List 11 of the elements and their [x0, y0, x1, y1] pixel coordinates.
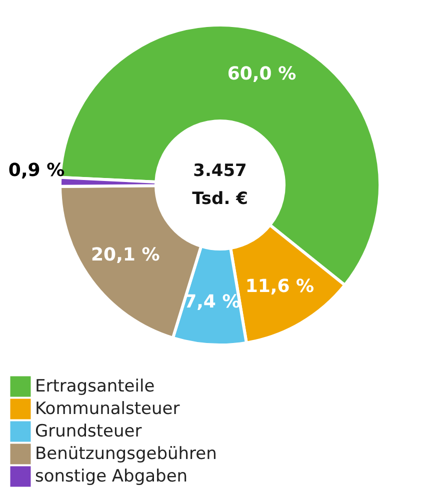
legend-label: Ertragsanteile — [35, 376, 155, 396]
data-label: 7,4 % — [184, 292, 240, 313]
legend-label: Grundsteuer — [35, 422, 142, 442]
legend-label: Kommunalsteuer — [35, 399, 180, 419]
data-label: 11,6 % — [245, 276, 314, 297]
legend-label: Benützungsgebühren — [35, 444, 217, 464]
data-label: 20,1 % — [91, 244, 160, 266]
data-label: 60,0 % — [227, 64, 296, 85]
text: Tsd. € — [192, 189, 248, 209]
legend-label: sonstige Abgaben — [35, 466, 188, 486]
text: 3.457 — [193, 161, 247, 181]
